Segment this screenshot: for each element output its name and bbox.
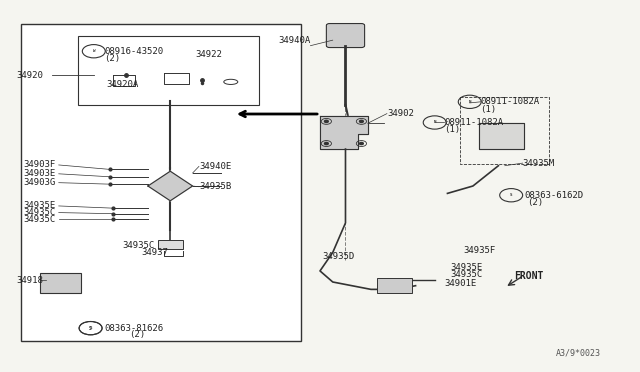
Text: 08911-1082A: 08911-1082A — [481, 97, 540, 106]
Text: 08363-6162D: 08363-6162D — [524, 191, 583, 200]
Circle shape — [324, 142, 328, 145]
Circle shape — [360, 142, 364, 145]
Polygon shape — [479, 123, 524, 149]
Text: 34920A: 34920A — [106, 80, 139, 89]
FancyBboxPatch shape — [40, 273, 81, 293]
Text: 08911-1082A: 08911-1082A — [444, 118, 504, 127]
FancyBboxPatch shape — [326, 23, 365, 48]
Text: 34935C: 34935C — [451, 270, 483, 279]
Text: 34903G: 34903G — [23, 178, 56, 187]
Text: 34935B: 34935B — [199, 182, 231, 191]
Polygon shape — [148, 171, 193, 201]
FancyBboxPatch shape — [78, 36, 259, 105]
Text: (1): (1) — [444, 125, 460, 134]
Text: 34922: 34922 — [196, 51, 223, 60]
Text: FRONT: FRONT — [515, 271, 544, 281]
Text: 34902: 34902 — [387, 109, 414, 118]
Text: A3/9*0023: A3/9*0023 — [556, 349, 601, 357]
Text: 34940A: 34940A — [278, 36, 310, 45]
FancyBboxPatch shape — [157, 240, 183, 249]
Text: S: S — [90, 326, 92, 330]
FancyBboxPatch shape — [20, 23, 301, 341]
Text: 34935E: 34935E — [451, 263, 483, 272]
Text: N: N — [433, 121, 436, 125]
Polygon shape — [320, 116, 368, 149]
Text: 34935C: 34935C — [23, 208, 56, 217]
Text: 34937: 34937 — [141, 248, 168, 257]
Text: (2): (2) — [129, 330, 145, 339]
Text: W: W — [93, 49, 95, 53]
Text: 08363-81626: 08363-81626 — [104, 324, 164, 333]
Text: (2): (2) — [104, 54, 121, 63]
Text: 34935F: 34935F — [463, 246, 495, 255]
Text: S: S — [89, 326, 92, 331]
Text: 34903F: 34903F — [23, 160, 56, 170]
Text: 34935C: 34935C — [122, 241, 155, 250]
Text: 34903E: 34903E — [23, 169, 56, 178]
Text: 08916-43520: 08916-43520 — [104, 47, 164, 56]
Text: 34935M: 34935M — [523, 158, 555, 168]
FancyBboxPatch shape — [378, 278, 412, 293]
Text: 34935D: 34935D — [323, 251, 355, 261]
Circle shape — [360, 120, 364, 122]
Ellipse shape — [224, 79, 238, 84]
Text: (1): (1) — [481, 105, 497, 114]
Text: 34901E: 34901E — [444, 279, 477, 288]
Text: S: S — [510, 193, 513, 197]
Circle shape — [324, 120, 328, 122]
Text: 34918: 34918 — [16, 276, 43, 285]
Text: 34940E: 34940E — [199, 162, 231, 171]
Text: N: N — [468, 100, 471, 104]
Text: 34920: 34920 — [16, 71, 43, 80]
Text: (2): (2) — [527, 198, 543, 207]
Text: 34935C: 34935C — [23, 215, 56, 224]
Text: 34935E: 34935E — [23, 201, 56, 211]
